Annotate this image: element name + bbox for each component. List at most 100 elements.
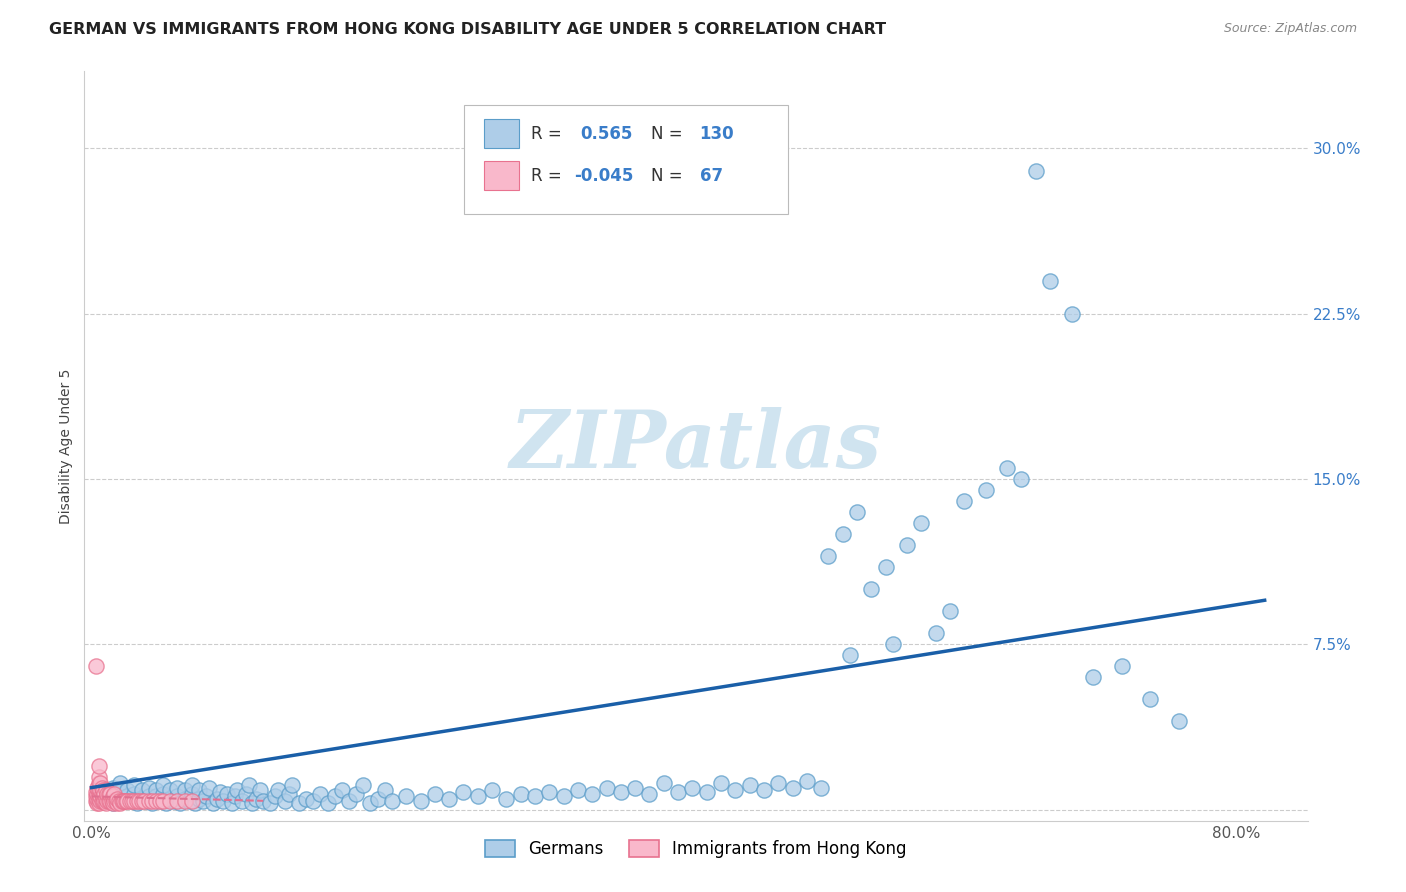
Point: [169, 796, 191, 810]
Point: [367, 791, 389, 805]
Point: [278, 787, 301, 801]
Point: [138, 789, 160, 804]
Point: [953, 494, 976, 508]
Point: [191, 794, 214, 808]
Point: [194, 789, 217, 804]
Point: [163, 794, 186, 808]
Point: [89, 776, 111, 790]
Point: [94, 791, 117, 805]
Point: [104, 794, 127, 808]
Point: [89, 782, 111, 797]
Point: [245, 791, 267, 805]
Point: [149, 794, 172, 808]
Point: [111, 794, 134, 808]
Point: [281, 778, 304, 792]
Point: [141, 796, 163, 810]
Point: [96, 794, 118, 808]
Point: [87, 770, 110, 784]
Point: [90, 780, 112, 795]
Point: [131, 794, 153, 808]
Point: [166, 780, 188, 795]
Point: [666, 785, 689, 799]
Point: [87, 791, 110, 805]
Point: [768, 776, 790, 790]
Point: [128, 794, 150, 808]
Point: [117, 794, 139, 808]
Point: [86, 780, 108, 795]
Point: [187, 782, 209, 797]
Point: [94, 794, 117, 808]
Point: [817, 549, 839, 564]
Point: [831, 527, 853, 541]
Point: [381, 794, 404, 808]
Point: [1025, 163, 1047, 178]
Point: [101, 789, 124, 804]
Point: [159, 782, 181, 797]
Point: [101, 780, 124, 795]
Point: [374, 782, 396, 797]
Text: 0.565: 0.565: [579, 125, 633, 143]
Point: [166, 789, 188, 804]
Point: [141, 794, 163, 808]
Point: [152, 787, 174, 801]
Point: [224, 789, 246, 804]
Point: [91, 794, 114, 808]
Point: [145, 789, 167, 804]
Point: [330, 782, 353, 797]
Point: [124, 778, 146, 792]
Text: N =: N =: [651, 125, 682, 143]
Point: [97, 787, 120, 801]
Text: R =: R =: [531, 168, 561, 186]
Point: [266, 782, 288, 797]
Point: [423, 787, 446, 801]
Point: [84, 659, 107, 673]
Bar: [484, 120, 519, 148]
Point: [112, 794, 135, 808]
Point: [974, 483, 997, 497]
Point: [724, 782, 747, 797]
Point: [98, 787, 121, 801]
Point: [84, 789, 107, 804]
Text: GERMAN VS IMMIGRANTS FROM HONG KONG DISABILITY AGE UNDER 5 CORRELATION CHART: GERMAN VS IMMIGRANTS FROM HONG KONG DISA…: [49, 22, 886, 37]
Point: [782, 780, 804, 795]
Point: [238, 778, 260, 792]
Point: [97, 787, 120, 801]
Point: [240, 796, 263, 810]
Point: [108, 776, 131, 790]
Text: 130: 130: [700, 125, 734, 143]
Point: [138, 780, 160, 795]
Point: [567, 782, 589, 797]
Point: [752, 782, 775, 797]
Point: [115, 794, 138, 808]
Point: [1167, 714, 1189, 729]
Point: [1010, 472, 1032, 486]
Point: [845, 505, 868, 519]
Point: [316, 796, 339, 810]
Text: R =: R =: [531, 125, 561, 143]
Point: [124, 787, 146, 801]
Point: [87, 796, 110, 810]
Point: [681, 780, 703, 795]
Point: [87, 791, 110, 805]
Point: [121, 794, 143, 808]
Point: [553, 789, 575, 804]
Point: [453, 785, 475, 799]
Point: [1139, 692, 1161, 706]
Point: [581, 787, 603, 801]
Point: [231, 794, 253, 808]
Point: [105, 791, 128, 805]
Point: [120, 794, 142, 808]
Text: 67: 67: [700, 168, 723, 186]
Point: [86, 796, 108, 810]
Point: [173, 794, 195, 808]
Point: [134, 794, 156, 808]
Point: [395, 789, 418, 804]
Point: [107, 794, 129, 808]
Point: [249, 782, 271, 797]
Point: [183, 796, 205, 810]
Point: [131, 782, 153, 797]
Point: [97, 794, 120, 808]
Point: [187, 791, 209, 805]
Point: [94, 796, 117, 810]
Point: [337, 794, 360, 808]
